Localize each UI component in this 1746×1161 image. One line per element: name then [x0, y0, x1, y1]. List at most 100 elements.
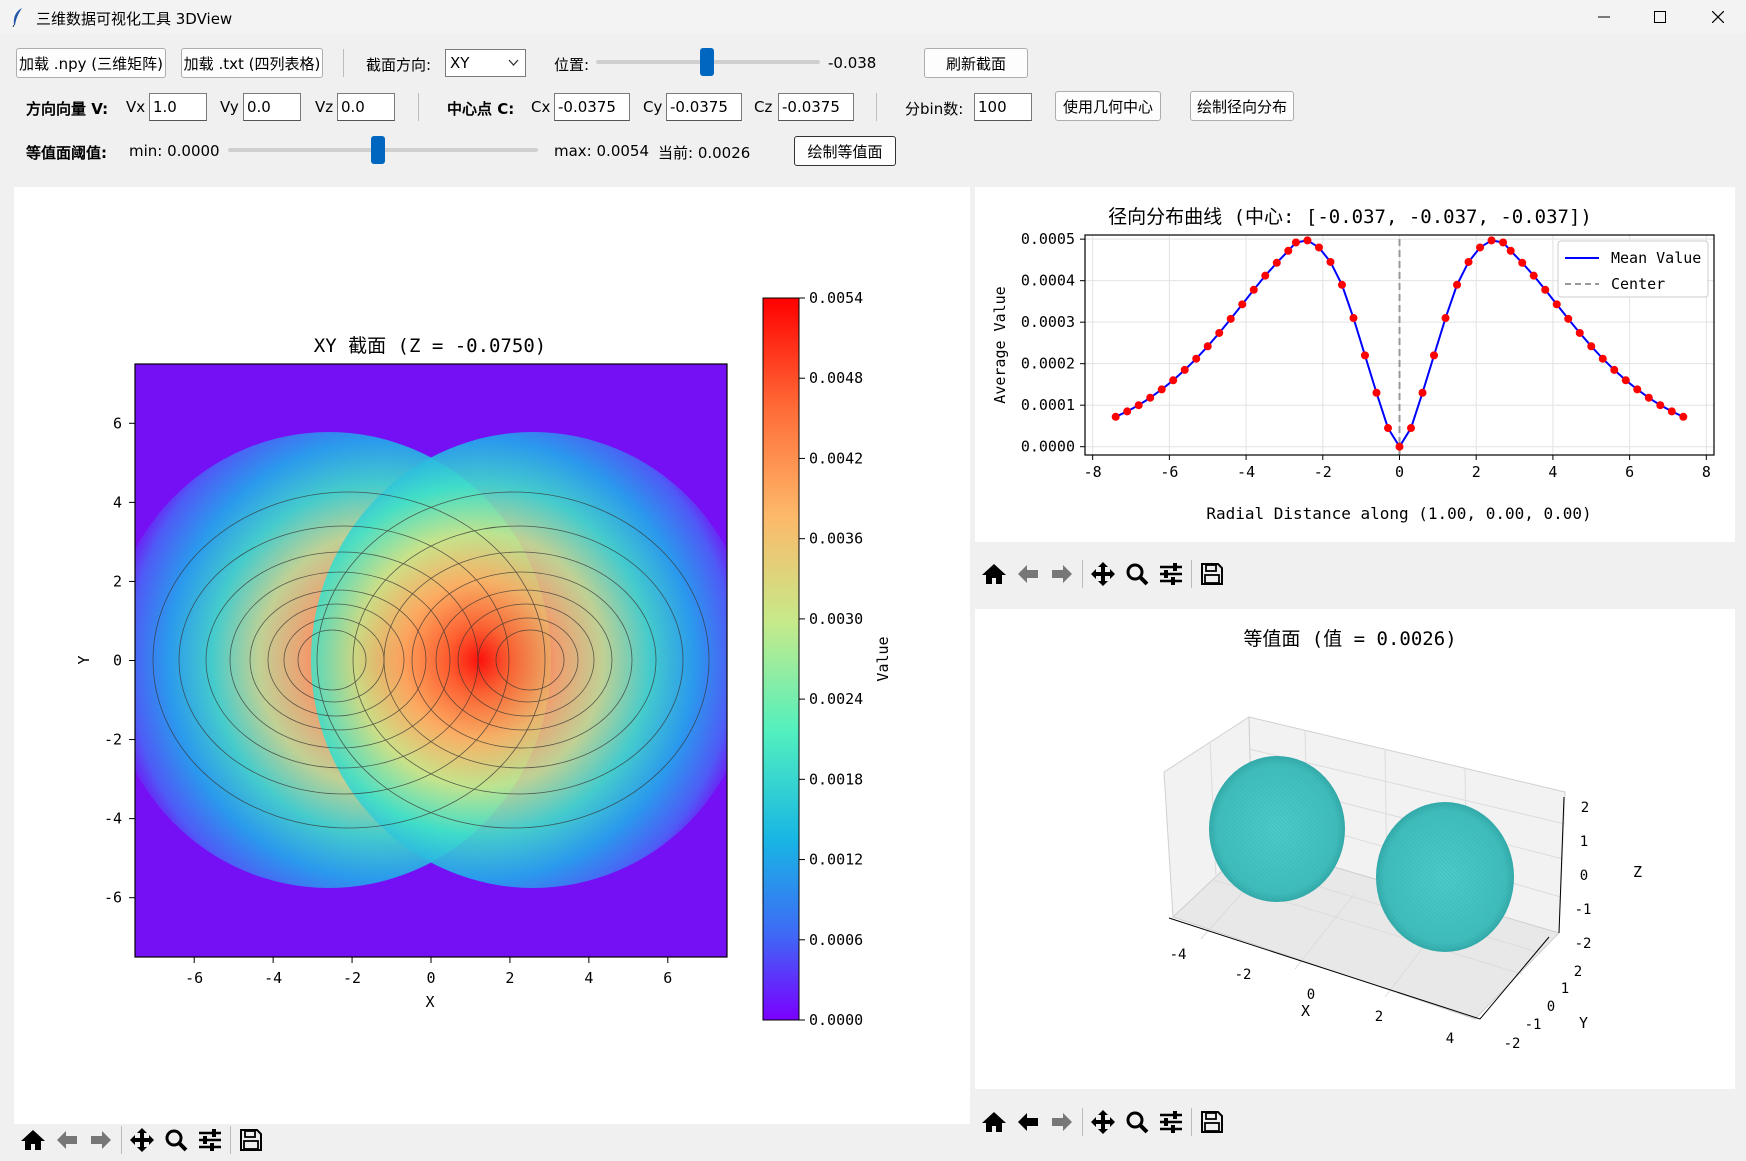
- use-geometric-center-button[interactable]: 使用几何中心: [1055, 91, 1161, 121]
- sliders-icon: [1160, 563, 1182, 585]
- iso-threshold-slider-thumb[interactable]: [371, 136, 385, 164]
- colorbar-tick-label: 0.0054: [809, 289, 863, 307]
- zoom-button[interactable]: [1120, 557, 1154, 591]
- window-title: 三维数据可视化工具 3DView: [36, 10, 233, 28]
- center-point-label: 中心点 C:: [447, 100, 515, 118]
- zoom-button[interactable]: [159, 1123, 193, 1157]
- separator: [876, 93, 877, 121]
- radial-x-axis-label: Radial Distance along (1.00, 0.00, 0.00): [1206, 504, 1591, 523]
- svg-text:2: 2: [1375, 1009, 1383, 1025]
- zoom-button[interactable]: [1120, 1105, 1154, 1139]
- cx-input[interactable]: -0.0375: [554, 93, 630, 121]
- data-point: [1587, 342, 1596, 351]
- data-point: [1314, 243, 1323, 252]
- maximize-button[interactable]: [1632, 0, 1688, 34]
- forward-button[interactable]: [1045, 1105, 1079, 1139]
- slice-plot[interactable]: XY 截面 (Z = -0.0750): [14, 187, 970, 1124]
- magnifier-icon: [165, 1129, 188, 1152]
- svg-text:-1: -1: [1525, 1017, 1542, 1033]
- save-figure-button[interactable]: [234, 1123, 268, 1157]
- move-icon: [130, 1128, 154, 1152]
- contour-lines: [152, 491, 710, 829]
- data-point: [1123, 407, 1132, 416]
- data-point: [1552, 300, 1561, 309]
- radial-series: [1111, 235, 1688, 455]
- forward-button[interactable]: [84, 1123, 118, 1157]
- data-point: [1487, 236, 1496, 245]
- home-button[interactable]: [16, 1123, 50, 1157]
- configure-subplots-button[interactable]: [193, 1123, 227, 1157]
- y-axis-ticks: 6 4 2 0 -2 -4 -6: [104, 414, 135, 907]
- y-tick-label: 2: [113, 572, 122, 590]
- cy-input[interactable]: -0.0375: [666, 93, 742, 121]
- radial-legend: Mean Value Center: [1557, 240, 1709, 298]
- floppy-disk-icon: [1201, 1111, 1223, 1133]
- close-button[interactable]: [1690, 0, 1746, 34]
- radial-distribution-chart[interactable]: 径向分布曲线 (中心: [-0.037, -0.037, -0.037]) -8…: [975, 187, 1735, 542]
- draw-isosurface-button[interactable]: 绘制等值面: [794, 136, 896, 166]
- position-slider-thumb[interactable]: [700, 48, 714, 76]
- data-point: [1349, 314, 1358, 323]
- data-point: [1407, 424, 1416, 433]
- back-button[interactable]: [1011, 557, 1045, 591]
- pan-button[interactable]: [1086, 1105, 1120, 1139]
- vy-input[interactable]: 0.0: [243, 93, 301, 121]
- svg-text:-4: -4: [1170, 947, 1187, 963]
- save-figure-button[interactable]: [1195, 1105, 1229, 1139]
- iso-y-axis-label: Y: [1579, 1014, 1588, 1032]
- svg-text:-2: -2: [1504, 1036, 1521, 1052]
- contour-field: [135, 432, 727, 888]
- data-point: [1598, 354, 1607, 363]
- bins-input[interactable]: 100: [974, 93, 1032, 121]
- position-label: 位置:: [554, 56, 590, 74]
- pan-button[interactable]: [1086, 557, 1120, 591]
- draw-radial-button[interactable]: 绘制径向分布: [1190, 91, 1294, 121]
- data-point: [1157, 385, 1166, 394]
- forward-button[interactable]: [1045, 557, 1079, 591]
- svg-text:1: 1: [1561, 981, 1569, 997]
- refresh-slice-button[interactable]: 刷新截面: [924, 48, 1028, 78]
- svg-text:-2: -2: [1575, 936, 1592, 952]
- arrow-left-icon: [1018, 565, 1038, 583]
- slice-plot-panel: XY 截面 (Z = -0.0750): [14, 187, 970, 1124]
- sliders-icon: [199, 1129, 221, 1151]
- data-point: [1476, 243, 1485, 252]
- title-bar: 三维数据可视化工具 3DView: [0, 0, 1746, 34]
- slice-plot-toolbar: [16, 1120, 268, 1160]
- minimize-button[interactable]: [1576, 0, 1632, 34]
- radial-axis-ticks: -8 -6 -4 -2 0 2 4 6 8 0.0005 0.0004 0.0003 0.0002 0.0…: [1021, 230, 1711, 481]
- x-tick-label: 6: [663, 969, 672, 987]
- vx-label: Vx: [126, 98, 146, 116]
- home-button[interactable]: [977, 1105, 1011, 1139]
- slice-direction-select[interactable]: XY: [445, 49, 526, 77]
- load-txt-button[interactable]: 加载 .txt (四列表格): [181, 48, 323, 78]
- cz-input[interactable]: -0.0375: [778, 93, 854, 121]
- save-figure-button[interactable]: [1195, 557, 1229, 591]
- radial-plot-frame: [1084, 234, 1715, 456]
- chevron-down-icon: [508, 59, 519, 66]
- slice-direction-label: 截面方向:: [366, 56, 432, 74]
- back-button[interactable]: [1011, 1105, 1045, 1139]
- data-point: [1395, 442, 1404, 451]
- configure-subplots-button[interactable]: [1154, 557, 1188, 591]
- close-icon: [1712, 11, 1724, 23]
- configure-subplots-button[interactable]: [1154, 1105, 1188, 1139]
- separator: [418, 93, 419, 121]
- vz-input[interactable]: 0.0: [337, 93, 395, 121]
- isosurface-3d-plot[interactable]: 等值面 (值 = 0.0026) -4 -2 0 2 4 2 1: [975, 609, 1735, 1089]
- x-tick-label: 6: [1625, 463, 1634, 481]
- vx-input[interactable]: 1.0: [149, 93, 207, 121]
- y-tick-label: 0.0001: [1021, 396, 1075, 414]
- y-tick-label: -2: [104, 731, 122, 749]
- load-npy-button[interactable]: 加载 .npy (三维矩阵): [16, 48, 166, 78]
- x-tick-label: -8: [1084, 463, 1102, 481]
- bins-label: 分bin数:: [905, 100, 964, 118]
- x-axis-ticks: -6 -4 -2 0 2 4 6: [185, 957, 672, 987]
- feather-app-icon: [12, 8, 22, 27]
- magnifier-icon: [1126, 563, 1149, 586]
- arrow-right-icon: [1052, 1113, 1072, 1131]
- home-button[interactable]: [977, 557, 1011, 591]
- x-tick-label: 0: [1395, 463, 1404, 481]
- pan-button[interactable]: [125, 1123, 159, 1157]
- back-button[interactable]: [50, 1123, 84, 1157]
